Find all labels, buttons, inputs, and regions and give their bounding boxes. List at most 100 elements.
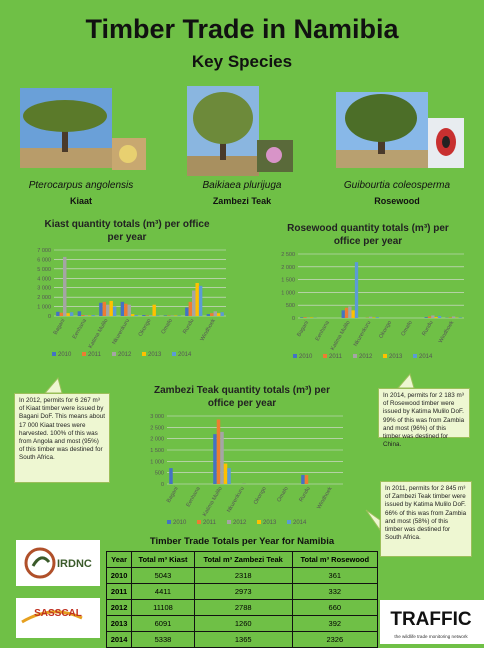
x-tick-label: Windhoek [438, 320, 456, 344]
table-cell: 2014 [105, 631, 133, 648]
bar [169, 468, 173, 484]
bar [351, 310, 355, 318]
bar [354, 262, 359, 318]
bar [424, 317, 428, 318]
logo-text: TRAFFIC [390, 609, 472, 630]
legend-swatch [383, 354, 387, 358]
note-pointer [396, 372, 415, 389]
bar [375, 317, 379, 318]
legend-label: 2014 [419, 354, 433, 360]
legend-swatch [293, 354, 297, 358]
y-tick-label: 1 500 [150, 448, 164, 454]
table: Year Total m³ Kiast Total m³ Zambezi Teak T… [105, 551, 379, 648]
y-tick-label: 500 [286, 303, 295, 309]
legend-swatch [227, 520, 231, 524]
x-tick-label: Okongo [253, 486, 268, 506]
bar [368, 316, 373, 318]
table-cell: 361 [291, 567, 379, 584]
logo-text: IRDNC [57, 558, 92, 570]
x-tick-label: Bagani [166, 486, 180, 504]
note: In 2011, permits for 2 845 m³ of Zambezi… [380, 481, 472, 557]
y-tick-label: 0 [292, 316, 295, 322]
table-cell: 6091 [131, 615, 195, 632]
table-cell: 2318 [193, 567, 293, 584]
table-header-cell: Total m³ Kiast [131, 551, 195, 568]
x-tick-label: Nkurenkuru [353, 320, 372, 348]
chart: 0 500 1 000 1 500 2 000 2 500 Bagani Eenhana Kat… [281, 252, 464, 360]
bar [220, 431, 224, 484]
x-tick-label: Katima Mulilo [202, 486, 224, 518]
table-cell: 2326 [291, 631, 379, 648]
x-tick-label: Windhoek [316, 486, 334, 510]
chart-title: Zambezi Teak quantity totals (m³) per of… [154, 385, 330, 409]
y-tick-label: 2 500 [281, 252, 295, 258]
bar [301, 474, 305, 484]
table-cell: 5043 [131, 567, 195, 584]
photo-rosewood [336, 92, 464, 168]
table-header-cell: Year [105, 551, 133, 568]
y-tick-label: 1 500 [281, 278, 295, 284]
legend-label: 2011 [329, 354, 343, 360]
x-tick-label: Eenhana [315, 319, 332, 342]
table-title: Timber Trade Totals per Year for Namibia [149, 536, 335, 547]
legend-label: 2010 [173, 520, 187, 526]
legend-swatch [323, 354, 327, 358]
legend-label: 2010 [299, 354, 313, 360]
subtitle: Key Species [191, 52, 293, 71]
y-tick-label: 500 [155, 471, 164, 477]
x-tick-label: Rundu [298, 486, 311, 503]
x-tick-label: Nkurenkuru [226, 486, 245, 514]
bar [434, 316, 438, 318]
legend-label: 2011 [203, 520, 217, 526]
logo-irdnc: IRDNC [16, 540, 100, 586]
table-row: 2014 5338 1365 2326 [105, 631, 379, 648]
bar [304, 474, 309, 484]
x-tick-label: Bagani [296, 320, 310, 338]
species-latin: Guibourtia coleosperma [343, 180, 451, 191]
logo-traffic: TRAFFIC the wildlife trade monitoring ne… [380, 600, 484, 644]
legend-swatch [413, 354, 417, 358]
x-tick-label: Omafo [276, 486, 289, 503]
table-cell: 1365 [193, 631, 293, 648]
bar [344, 307, 349, 318]
table-cell: 2010 [105, 567, 133, 584]
species-latin: Baikiaea plurijuga [202, 180, 282, 191]
table-cell: 2973 [193, 583, 293, 600]
chart-title: Kiast quantity totals (m³) per office pe… [44, 219, 210, 243]
table-header-cell: Total m³ Zambezi Teak [193, 551, 293, 568]
legend-label: 2012 [233, 520, 247, 526]
table-cell: 2011 [105, 583, 133, 600]
y-tick-label: 1 000 [281, 290, 295, 296]
legend-swatch [287, 520, 291, 524]
x-tick-label: Katima Mulilo [330, 320, 352, 352]
note-pointer [365, 509, 381, 532]
species-name: Rosewood [374, 196, 420, 206]
bar [220, 312, 224, 316]
bar [227, 468, 231, 484]
bar [458, 317, 462, 318]
x-tick-label: Omafo [400, 320, 413, 337]
legend-swatch [353, 354, 357, 358]
legend-label: 2012 [359, 354, 373, 360]
x-tick-label: Eenhana [186, 485, 203, 508]
chart-title: Rosewood quantity totals (m³) per office… [287, 223, 449, 247]
y-tick-label: 0 [161, 482, 164, 488]
table-cell: 5338 [131, 631, 195, 648]
table-cell: 660 [291, 599, 379, 616]
bar [223, 463, 228, 484]
note: In 2014, permits for 2 183 m³ of Rosewoo… [378, 388, 470, 448]
y-tick-label: 2 000 [281, 265, 295, 271]
bar [372, 317, 376, 318]
legend-label: 2013 [263, 520, 277, 526]
note: In 2012, permits for 6 267 m³ of Kiaat t… [14, 393, 110, 483]
table-row: 2012 11108 2788 660 [105, 599, 379, 616]
table-header-row: Year Total m³ Kiast Total m³ Zambezi Teak T… [105, 551, 379, 568]
table-row: 2010 5043 2318 361 [105, 567, 379, 584]
legend-label: 2013 [389, 354, 403, 360]
bar [300, 317, 304, 318]
table-cell: 1260 [193, 615, 293, 632]
table-cell: 392 [291, 615, 379, 632]
bar [303, 317, 307, 318]
table-cell: 4411 [131, 583, 195, 600]
